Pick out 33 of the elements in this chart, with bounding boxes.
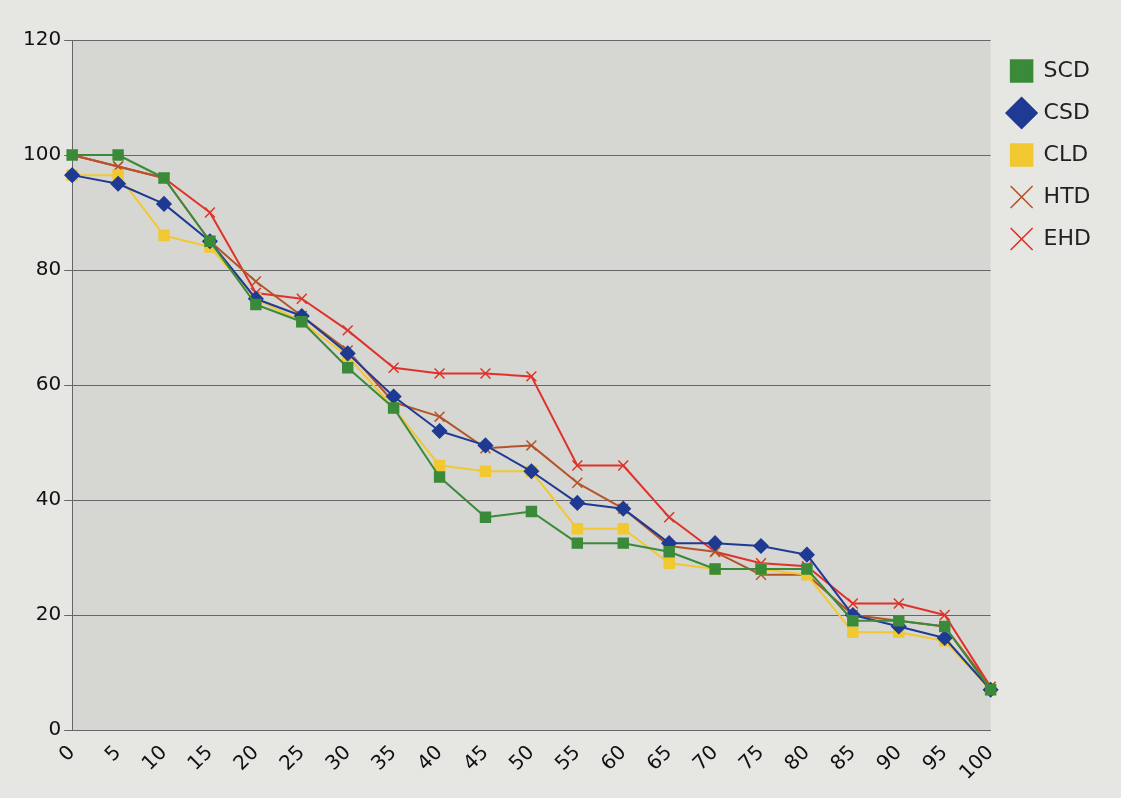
x-tick-label: 45 [457,739,493,775]
x-tick-label: 80 [779,739,815,775]
x-tick-label: 40 [411,739,447,775]
x-tick-label: 55 [549,739,585,775]
x-tick-label: 30 [319,739,355,775]
y-tick-label: 60 [35,371,62,396]
legend-label: CSD [1043,98,1090,124]
x-tick-label: 50 [503,739,539,775]
y-tick-label: 80 [35,256,62,281]
x-tick-label: 90 [871,739,906,775]
y-tick-label: 0 [48,716,62,741]
x-tick-label: 70 [687,739,723,775]
x-tick-label: 25 [274,739,309,775]
legend-label: EHD [1043,224,1092,250]
legend-label: HTD [1043,182,1091,208]
legend-label: SCD [1043,56,1090,82]
y-tick-label: 100 [22,141,62,166]
x-tick-label: 75 [733,739,769,775]
x-tick-label: 95 [916,739,952,775]
x-tick-label: 60 [595,739,631,775]
x-tick-label: 100 [953,739,998,784]
x-tick-label: 15 [182,739,218,775]
legend-label: CLD [1043,140,1089,166]
x-tick-label: 85 [825,739,861,775]
x-tick-label: 20 [228,739,264,775]
y-tick-label: 20 [35,601,62,626]
y-tick-label: 120 [22,26,62,51]
x-tick-label: 10 [136,739,172,775]
x-tick-label: 35 [365,739,401,775]
x-tick-label: 65 [641,739,677,775]
y-tick-label: 40 [35,486,62,511]
x-tick-label: 0 [53,739,80,766]
x-tick-label: 5 [99,739,126,766]
